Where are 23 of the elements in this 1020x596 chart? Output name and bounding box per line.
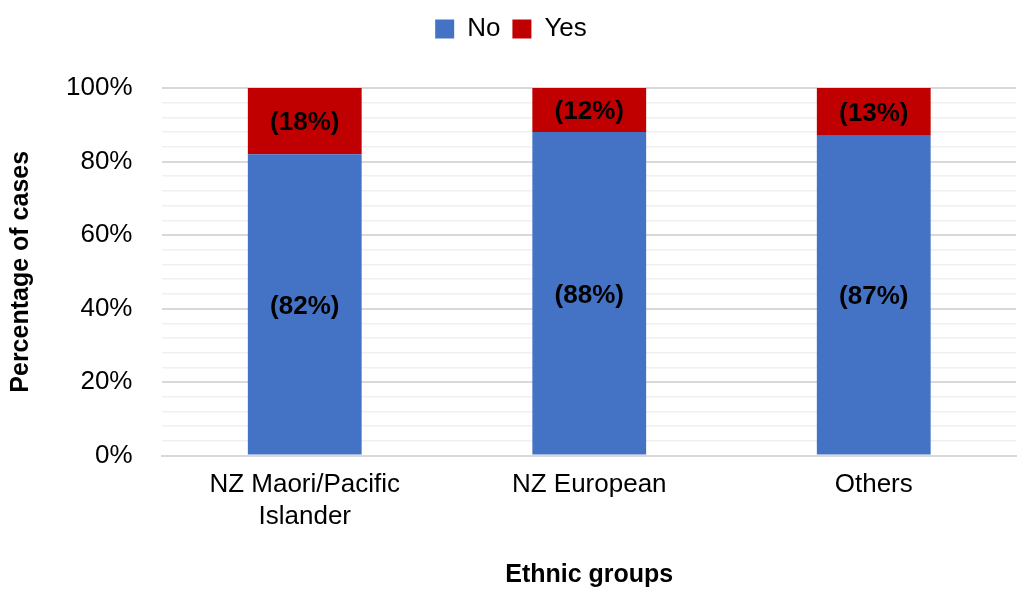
legend-label: Yes [544, 12, 587, 43]
legend-label: No [467, 12, 501, 43]
y-tick-label: 20% [80, 365, 133, 396]
x-tick-label: Others [834, 468, 913, 499]
y-tick-label: 40% [80, 291, 133, 322]
data-label: (82%) [270, 289, 340, 320]
data-label: (87%) [839, 280, 909, 311]
y-tick-label: 0% [94, 438, 133, 469]
x-tick-label: NZ European [511, 468, 667, 499]
bar [532, 132, 647, 455]
data-label: (18%) [270, 106, 340, 137]
data-label: (12%) [554, 95, 624, 126]
x-tick-label: NZ Maori/Pacific Islander [209, 468, 401, 530]
y-tick-label: 60% [80, 218, 133, 249]
data-label: (88%) [554, 278, 624, 309]
y-tick-label: 100% [66, 71, 133, 102]
data-label: (13%) [839, 97, 909, 128]
bar [247, 88, 362, 155]
x-axis-title: Ethnic groups [505, 558, 674, 587]
bar [247, 154, 362, 455]
y-tick-label: 80% [80, 144, 133, 175]
y-axis-title: Percentage of cases [4, 150, 33, 393]
bar [816, 135, 931, 455]
